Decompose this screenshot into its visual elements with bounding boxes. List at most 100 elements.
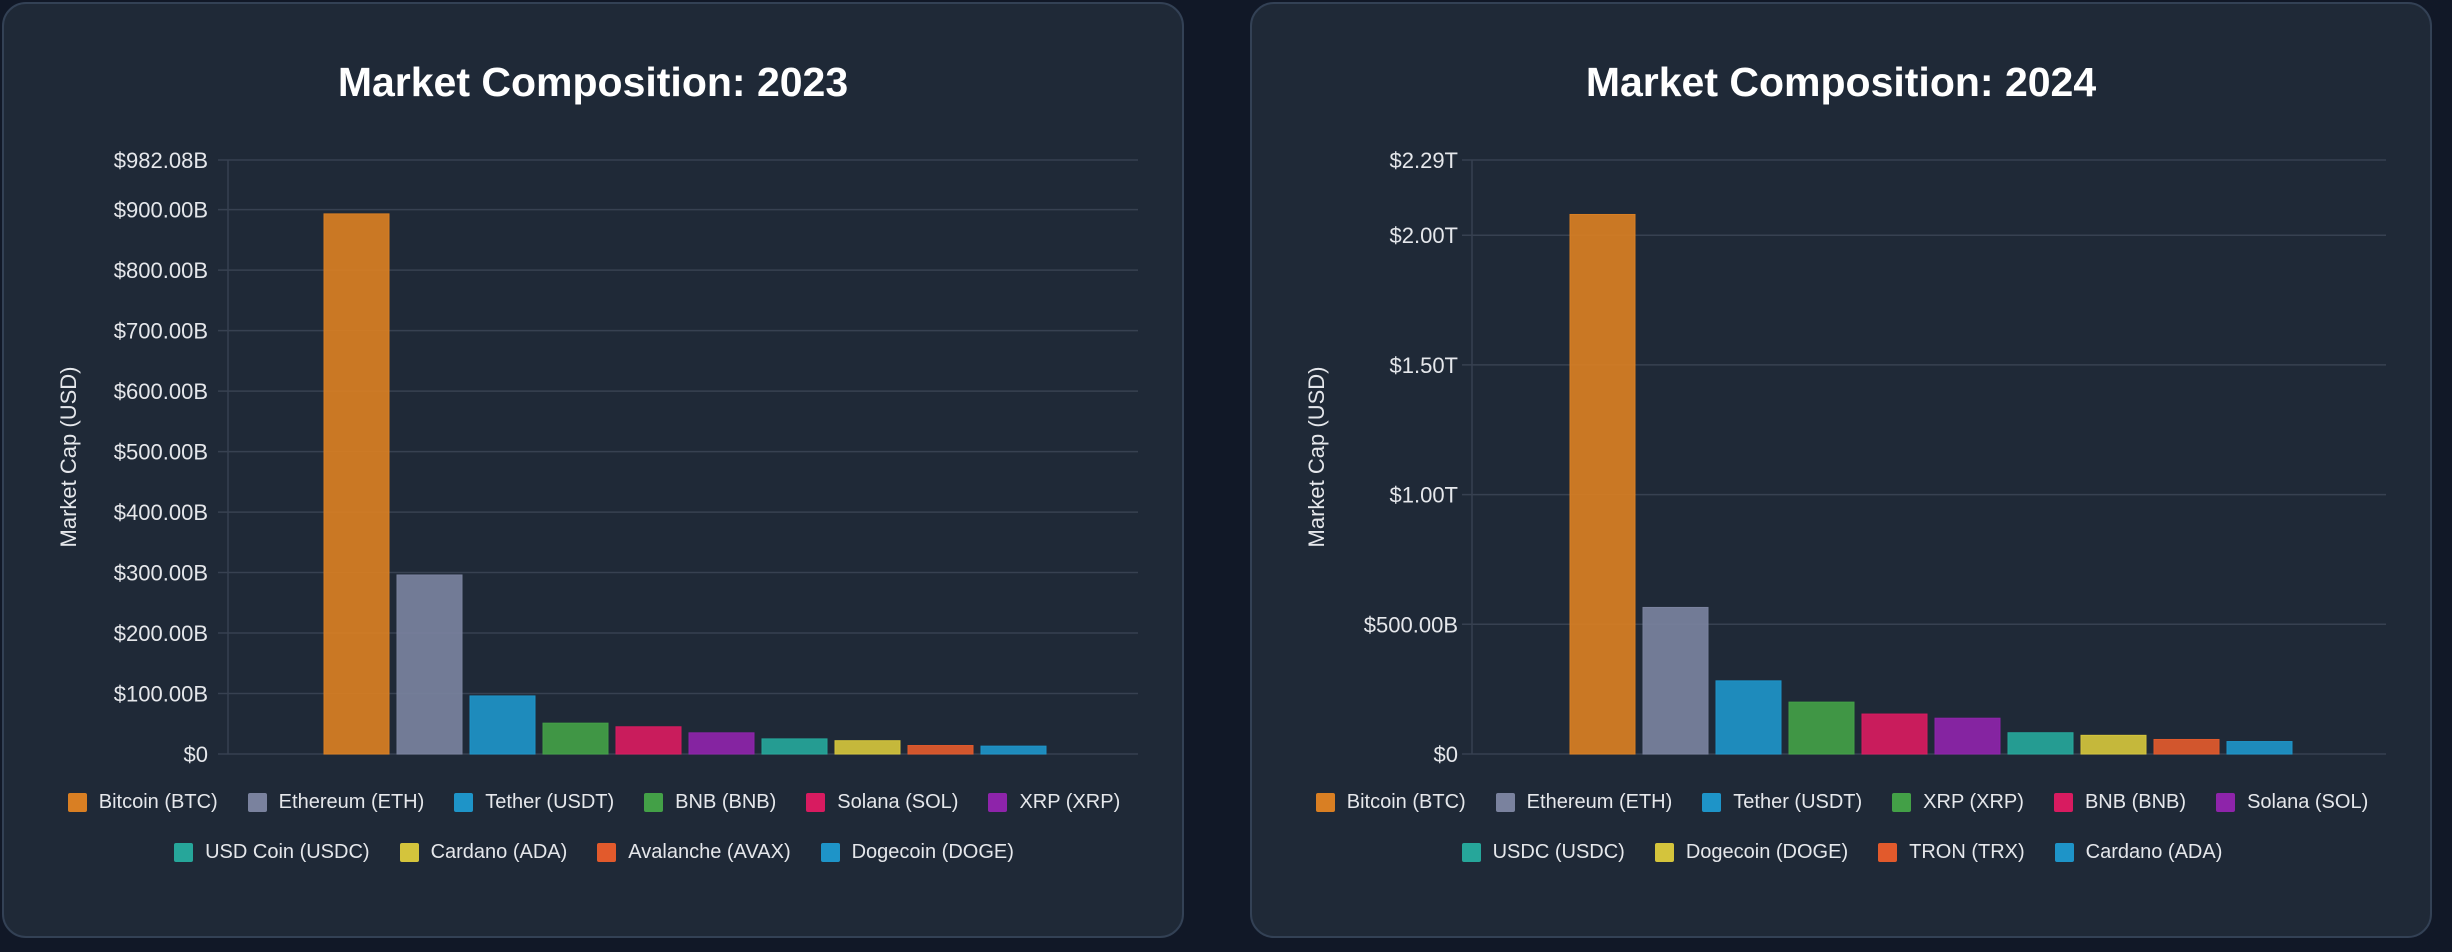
- legend-swatch: [1654, 842, 1674, 862]
- legend-item[interactable]: Avalanche (AVAX): [597, 834, 791, 870]
- bar-cardano-ada: [834, 740, 901, 755]
- legend-item[interactable]: BNB (BNB): [2053, 784, 2187, 820]
- bar-dogecoin-doge: [980, 745, 1047, 755]
- y-tick-label: $600.00B: [114, 379, 208, 404]
- bar-solana-sol: [615, 726, 682, 755]
- legend-label: Ethereum (ETH): [278, 791, 425, 813]
- legend-item[interactable]: Tether (USDT): [454, 784, 614, 820]
- y-tick-label: $100.00B: [114, 682, 208, 707]
- bar-bitcoin-btc: [323, 213, 390, 755]
- legend-label: Solana (SOL): [837, 791, 959, 813]
- legend-label: Tether (USDT): [485, 791, 615, 813]
- y-tick-label: $400.00B: [114, 500, 208, 525]
- chart-panel-2024: Market Composition: 2024 $0 $500.00B $1.00…: [1250, 2, 2432, 938]
- legend-swatch: [2054, 842, 2074, 862]
- chart-title: Market Composition: 2023: [337, 59, 849, 105]
- y-tick-label: $982.08B: [114, 148, 208, 173]
- bar-avalanche-avax: [907, 745, 974, 755]
- y-tick-label: $2.29T: [1390, 148, 1459, 173]
- legend-swatch: [1878, 842, 1898, 862]
- bar-chart-2024: $0 $500.00B $1.00T $1.50T $2.00T $2.29T Market…: [1304, 148, 2386, 767]
- legend-swatch: [820, 842, 840, 862]
- legend-label: Cardano (ADA): [2085, 841, 2223, 863]
- bar-usd-coin-usdc: [761, 738, 828, 755]
- y-tick-label: $0: [1434, 742, 1458, 767]
- y-tick-label: $200.00B: [114, 621, 208, 646]
- legend-label: XRP (XRP): [1923, 791, 2024, 813]
- legend-item[interactable]: Solana (SOL): [806, 784, 958, 820]
- legend-label: Bitcoin (BTC): [1346, 791, 1466, 813]
- bar-usdc-usdc: [2007, 732, 2074, 755]
- legend-label: USD Coin (USDC): [205, 841, 370, 863]
- legend-swatch: [247, 792, 267, 812]
- legend-swatch: [454, 792, 474, 812]
- y-tick-label: $0: [184, 742, 208, 767]
- legend-label: USDC (USDC): [1492, 841, 1625, 863]
- bar-bnb-bnb: [542, 722, 609, 755]
- chart-title: Market Composition: 2024: [1585, 59, 2097, 105]
- y-tick-label: $1.00T: [1390, 483, 1459, 508]
- legend-swatch: [597, 842, 617, 862]
- bar-ethereum-eth: [1642, 606, 1709, 755]
- legend-item[interactable]: Solana (SOL): [2216, 784, 2368, 820]
- legend-item[interactable]: Bitcoin (BTC): [67, 784, 218, 820]
- legend-label: BNB (BNB): [675, 791, 777, 813]
- legend-label: Cardano (ADA): [430, 841, 568, 863]
- legend-swatch: [2053, 792, 2073, 812]
- legend-item[interactable]: Ethereum (ETH): [247, 784, 425, 820]
- y-tick-label: $500.00B: [114, 440, 208, 465]
- legend-swatch: [1461, 842, 1481, 862]
- legend-label: TRON (TRX): [1909, 841, 2025, 863]
- bar-xrp-xrp: [688, 732, 755, 755]
- y-tick-label: $2.00T: [1390, 223, 1459, 248]
- bar-ethereum-eth: [396, 574, 463, 755]
- legend-swatch: [1892, 792, 1912, 812]
- legend-label: Bitcoin (BTC): [98, 791, 218, 813]
- legend-swatch: [399, 842, 419, 862]
- legend-label: Avalanche (AVAX): [628, 841, 791, 863]
- y-tick-label: $300.00B: [114, 561, 208, 586]
- legend-item[interactable]: Bitcoin (BTC): [1315, 784, 1466, 820]
- legend-item[interactable]: Cardano (ADA): [399, 834, 568, 870]
- legend-label: BNB (BNB): [2084, 791, 2187, 813]
- legend-item[interactable]: USD Coin (USDC): [174, 834, 370, 870]
- legend-item[interactable]: Tether (USDT): [1702, 784, 1862, 820]
- bar-tron-trx: [2153, 738, 2220, 755]
- y-axis-title: Market Cap (USD): [1304, 367, 1329, 548]
- legend-swatch: [1495, 792, 1515, 812]
- legend-swatch: [67, 792, 87, 812]
- bar-solana-sol: [1934, 717, 2001, 755]
- chart-panel-2023: Market Composition: 2023 $0 $100.00B $200.…: [2, 2, 1184, 938]
- y-tick-label: $900.00B: [114, 198, 208, 223]
- legend-item[interactable]: Ethereum (ETH): [1495, 784, 1673, 820]
- legend-item[interactable]: Cardano (ADA): [2054, 834, 2223, 870]
- legend-label: Tether (USDT): [1733, 791, 1863, 813]
- y-tick-label: $800.00B: [114, 258, 208, 283]
- legend-item[interactable]: USDC (USDC): [1461, 834, 1625, 870]
- bar-bnb-bnb: [1861, 713, 1928, 755]
- legend-item[interactable]: XRP (XRP): [1892, 784, 2024, 820]
- legend-swatch: [2216, 792, 2236, 812]
- legend-item[interactable]: Dogecoin (DOGE): [820, 834, 1014, 870]
- legend-label: Dogecoin (DOGE): [1685, 841, 1849, 863]
- legend-swatch: [644, 792, 664, 812]
- y-tick-label: $700.00B: [114, 319, 208, 344]
- y-tick-label: $500.00B: [1364, 612, 1458, 637]
- bar-xrp-xrp: [1788, 701, 1855, 755]
- y-tick-label: $1.50T: [1390, 353, 1459, 378]
- legend-item[interactable]: Dogecoin (DOGE): [1654, 834, 1849, 870]
- legend-item[interactable]: BNB (BNB): [644, 784, 776, 820]
- legend-swatch: [988, 792, 1008, 812]
- bar-tether-usdt: [1715, 680, 1782, 755]
- legend-item[interactable]: TRON (TRX): [1878, 834, 2025, 870]
- bar-dogecoin-doge: [2080, 734, 2147, 755]
- legend-label: Ethereum (ETH): [1526, 791, 1673, 813]
- chart-legend: Bitcoin (BTC) Ethereum (ETH) Tether (USDT)…: [1292, 784, 2392, 870]
- legend-label: Solana (SOL): [2247, 791, 2369, 813]
- bar-bitcoin-btc: [1569, 213, 1636, 755]
- legend-item[interactable]: XRP (XRP): [988, 784, 1120, 820]
- legend-swatch: [174, 842, 194, 862]
- bar-cardano-ada: [2226, 741, 2293, 755]
- legend-label: Dogecoin (DOGE): [851, 841, 1014, 863]
- legend-label: XRP (XRP): [1019, 791, 1121, 813]
